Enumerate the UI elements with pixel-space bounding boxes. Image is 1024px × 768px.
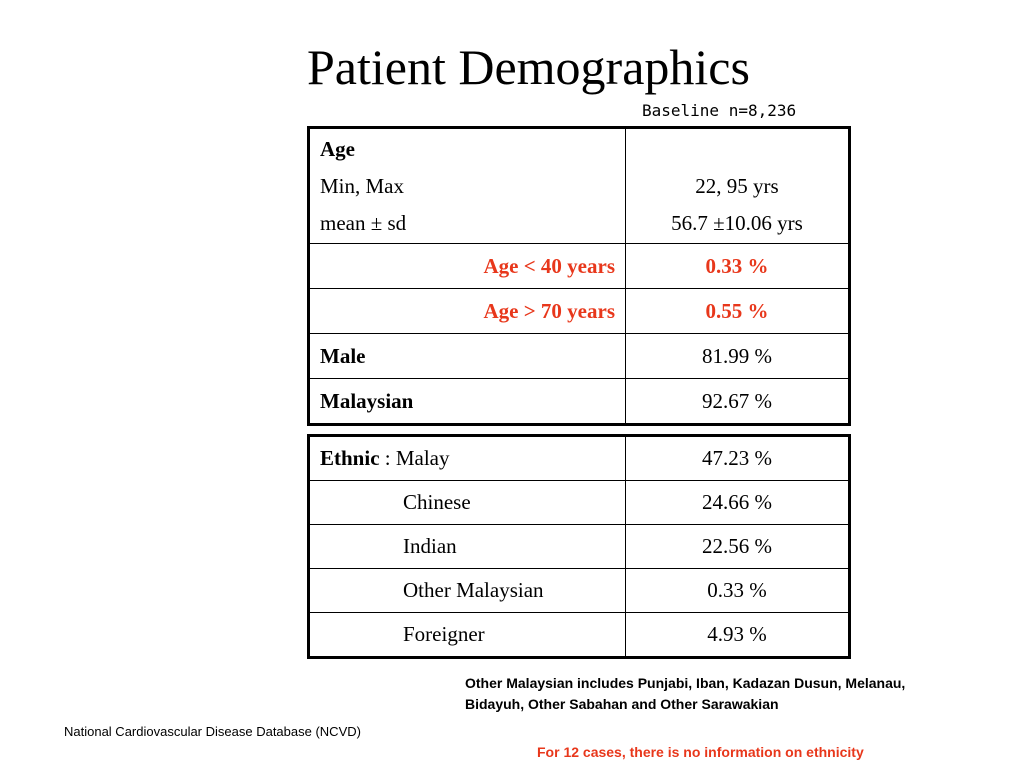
table-row: Other Malaysian 0.33 % (308, 568, 850, 613)
age-under-40-label: Age < 40 years (308, 243, 626, 289)
age-over-70-value: 0.55 % (625, 288, 850, 334)
mean-label: mean ± sd (320, 210, 407, 235)
other-malaysian-footnote-line1: Other Malaysian includes Punjabi, Iban, … (465, 675, 906, 691)
other-malaysian-footnote-line2: Bidayuh, Other Sabahan and Other Sarawak… (465, 696, 779, 712)
ethnic-malay-label: : Malay (384, 446, 450, 470)
ethnic-other-malaysian-label: Other Malaysian (308, 568, 626, 613)
table-row: Age > 70 years 0.55 % (308, 288, 850, 334)
age-demographics-table: Age Min, Max mean ± sd 22, 95 yrs 56.7 ±… (307, 126, 851, 426)
malaysian-label: Malaysian (308, 378, 626, 425)
table-row: Age Min, Max mean ± sd 22, 95 yrs 56.7 ±… (308, 127, 850, 244)
missing-ethnicity-note: For 12 cases, there is no information on… (537, 744, 864, 760)
male-label: Male (308, 333, 626, 379)
baseline-count: Baseline n=8,236 (642, 101, 797, 120)
table-row: Ethnic : Malay 47.23 % (308, 435, 850, 481)
ethnicity-table: Ethnic : Malay 47.23 % Chinese 24.66 % I… (307, 434, 851, 659)
ethnic-chinese-label: Chinese (308, 480, 626, 525)
minmax-label: Min, Max (320, 173, 404, 198)
ethnic-indian-label: Indian (308, 524, 626, 569)
slide-title: Patient Demographics (307, 39, 750, 95)
ethnic-indian-value: 22.56 % (625, 524, 850, 569)
table-row: Foreigner 4.93 % (308, 612, 850, 658)
ethnic-chinese-value: 24.66 % (625, 480, 850, 525)
other-malaysian-footnote: Other Malaysian includes Punjabi, Iban, … (465, 673, 905, 715)
ethnic-foreigner-value: 4.93 % (625, 612, 850, 658)
ethnic-foreigner-label: Foreigner (308, 612, 626, 658)
malaysian-value: 92.67 % (625, 378, 850, 425)
age-over-70-label: Age > 70 years (308, 288, 626, 334)
minmax-value: 22, 95 yrs (695, 173, 779, 198)
ethnic-malay-value: 47.23 % (625, 435, 850, 481)
age-under-40-value: 0.33 % (625, 243, 850, 289)
ethnic-heading: Ethnic (320, 446, 380, 470)
age-value-cell: 22, 95 yrs 56.7 ±10.06 yrs (625, 127, 850, 244)
source-note: National Cardiovascular Disease Database… (64, 724, 361, 739)
ethnic-malay-label-cell: Ethnic : Malay (308, 435, 626, 481)
table-row: Age < 40 years 0.33 % (308, 243, 850, 289)
table-row: Chinese 24.66 % (308, 480, 850, 525)
age-label-cell: Age Min, Max mean ± sd (308, 127, 626, 244)
table-row: Malaysian 92.67 % (308, 378, 850, 425)
table-row: Indian 22.56 % (308, 524, 850, 569)
ethnic-other-malaysian-value: 0.33 % (625, 568, 850, 613)
mean-value: 56.7 ±10.06 yrs (671, 210, 803, 235)
male-value: 81.99 % (625, 333, 850, 379)
age-heading: Age (320, 136, 355, 161)
table-row: Male 81.99 % (308, 333, 850, 379)
